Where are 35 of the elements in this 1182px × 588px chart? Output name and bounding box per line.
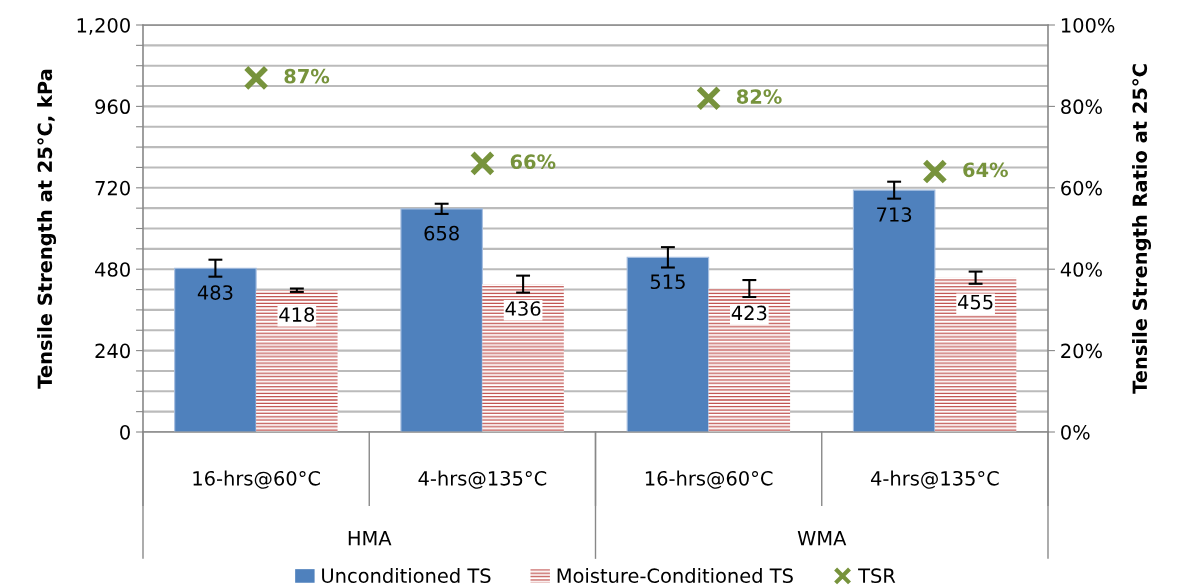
y-tick-label: 480: [95, 262, 130, 277]
y-tick-label: 960: [95, 99, 130, 115]
text: HMA: [348, 531, 392, 546]
data-label: 64%: [963, 162, 1008, 178]
x-tick-label: 4-hrs@135°C: [870, 470, 999, 489]
data-label: 87%: [284, 68, 330, 84]
data-label: 423: [731, 305, 767, 321]
y-axis-title: Tensile Strength at 25°C, kPa: [37, 69, 57, 389]
data-label: 436: [505, 301, 541, 316]
y-tick-label: 720: [95, 180, 130, 196]
legend-label: TSR: [858, 568, 896, 584]
x-tick-label: 4-hrs@135°C: [418, 470, 547, 489]
y2-tick-label: 20%: [1061, 343, 1102, 359]
y-tick-label: 0: [120, 424, 130, 440]
data-label: 713: [877, 207, 912, 222]
y-tick-label: 1,200: [77, 17, 130, 35]
data-label: 82%: [736, 89, 782, 104]
x-tick-label: 16-hrs@60°C: [193, 470, 320, 489]
y2-tick-label: 100%: [1061, 17, 1115, 33]
y-tick-label: 240: [95, 343, 130, 359]
legend-label: Unconditioned TS: [322, 567, 491, 584]
data-label: 658: [424, 225, 459, 241]
data-label: 483: [197, 285, 233, 300]
data-label: 418: [279, 307, 315, 322]
y2-axis-title: Tensile Strength Ratio at 25°C: [1132, 64, 1152, 394]
y2-tick-label: 0%: [1061, 424, 1090, 440]
text: WMA: [797, 531, 847, 546]
y2-tick-label: 40%: [1060, 262, 1102, 277]
y2-tick-label: 60%: [1061, 180, 1102, 196]
y2-tick-label: 80%: [1061, 99, 1102, 115]
data-label: 515: [650, 274, 685, 290]
data-label: 66%: [510, 154, 556, 170]
x-tick-label: 16-hrs@60°C: [645, 470, 773, 489]
data-label: 455: [957, 294, 993, 310]
legend-label: Moisture-Conditioned TS: [557, 567, 793, 584]
